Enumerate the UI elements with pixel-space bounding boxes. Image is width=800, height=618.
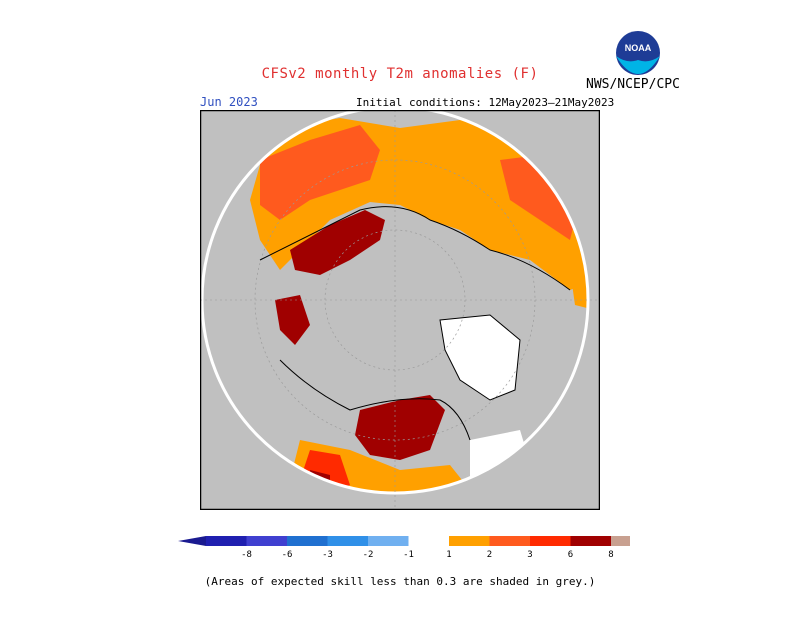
colorbar-tick-label: 8 bbox=[608, 550, 613, 560]
colorbar-tick-label: -8 bbox=[241, 550, 252, 560]
colorbar-bin bbox=[408, 536, 449, 546]
colorbar-bin bbox=[206, 536, 247, 546]
anomaly-region-darkred-west bbox=[275, 295, 310, 345]
anomaly-region-darkred-canada bbox=[355, 395, 445, 460]
initial-conditions: Initial conditions: 12May2023–21May2023 bbox=[356, 96, 615, 109]
noaa-logo: NOAA bbox=[616, 31, 660, 75]
colorbar: -8 -6 -3 -2 -1 1 2 3 6 8 bbox=[178, 536, 630, 560]
colorbar-bin bbox=[530, 536, 571, 546]
coastline-greenland bbox=[439, 314, 521, 401]
chart-title: CFSv2 monthly T2m anomalies (F) bbox=[261, 66, 539, 82]
anomaly-region-red-east bbox=[500, 155, 580, 240]
colorbar-bin bbox=[287, 536, 328, 546]
colorbar-bin bbox=[449, 536, 490, 546]
colorbar-bin bbox=[368, 536, 409, 546]
map-outside-disc bbox=[200, 110, 600, 510]
colorbar-tick-label: 1 bbox=[446, 550, 451, 560]
colorbar-tick-label: -2 bbox=[363, 550, 374, 560]
colorbar-tick-label: -1 bbox=[403, 550, 414, 560]
coastline-america bbox=[279, 359, 471, 441]
map-disc bbox=[202, 110, 588, 493]
colorbar-tick-label: 3 bbox=[527, 550, 532, 560]
colorbar-bin bbox=[489, 536, 530, 546]
map-frame bbox=[200, 110, 600, 510]
colorbar-boxes bbox=[178, 536, 630, 546]
colorbar-tick-label: 6 bbox=[568, 550, 573, 560]
skill-footnote: (Areas of expected skill less than 0.3 a… bbox=[204, 575, 596, 588]
colorbar-bin bbox=[327, 536, 368, 546]
polar-anomaly-map bbox=[200, 110, 600, 510]
anomaly-region-white-greenland bbox=[440, 315, 520, 400]
colorbar-labels: -8 -6 -3 -2 -1 1 2 3 6 8 bbox=[241, 550, 614, 560]
colorbar-tick-label: 2 bbox=[487, 550, 492, 560]
colorbar-bin bbox=[570, 536, 611, 546]
anomaly-region-darkred bbox=[290, 210, 385, 275]
anomaly-region-red bbox=[260, 125, 380, 220]
colorbar-bin bbox=[611, 536, 630, 546]
colorbar-low-arrow bbox=[178, 536, 206, 546]
colorbar-tick-label: -3 bbox=[322, 550, 333, 560]
noaa-logo-text: NOAA bbox=[625, 43, 652, 53]
colorbar-bin bbox=[246, 536, 287, 546]
colorbar-tick-label: -6 bbox=[282, 550, 293, 560]
forecast-month: Jun 2023 bbox=[200, 95, 258, 109]
coastline-eurasia bbox=[259, 206, 571, 291]
agency-label: NWS/NCEP/CPC bbox=[586, 77, 680, 92]
